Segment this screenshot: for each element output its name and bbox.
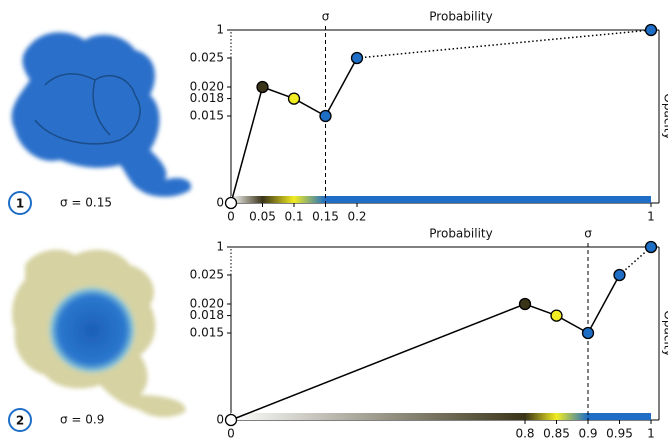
badge: 2: [16, 414, 24, 428]
sigma-label: σ: [584, 227, 592, 241]
y-tick-label: 1: [216, 240, 224, 254]
point: [320, 111, 331, 122]
line-break-segment: [620, 247, 652, 275]
y-tick-label: 0: [216, 196, 224, 210]
x-tick-label: 0.2: [347, 210, 366, 224]
caption: σ = 0.15: [60, 196, 112, 210]
point: [289, 93, 300, 104]
line: [231, 275, 620, 420]
caption: σ = 0.9: [60, 413, 104, 427]
y-axis-label: Opacity: [662, 310, 668, 356]
y-tick-label: 0.015: [190, 326, 224, 340]
x-tick-label: 0.9: [578, 427, 597, 441]
x-tick-label: 0.85: [543, 427, 570, 441]
y-tick-label: 0.015: [190, 109, 224, 123]
x-tick-label: 0.15: [312, 210, 339, 224]
y-axis-label: Opacity: [662, 93, 668, 139]
x-tick-label: 0.8: [515, 427, 534, 441]
y-tick-label: 0: [216, 413, 224, 427]
x-tick-label: 0: [227, 427, 235, 441]
colorbar: [231, 196, 651, 203]
point: [257, 82, 268, 93]
x-tick-label: 1: [647, 427, 655, 441]
line: [231, 58, 357, 203]
y-tick-label: 0.025: [190, 51, 224, 65]
y-tick-label: 0.020: [190, 297, 224, 311]
point: [352, 53, 363, 64]
y-tick-label: 1: [216, 23, 224, 37]
x-tick-label: 0: [227, 210, 235, 224]
figure: 00.0150.0180.0200.025100.050.10.150.21Pr…: [0, 0, 668, 441]
point: [520, 299, 531, 310]
point: [646, 25, 657, 36]
point: [614, 270, 625, 281]
point: [226, 198, 237, 209]
point: [583, 328, 594, 339]
x-axis-label: Probability: [429, 227, 492, 241]
x-tick-label: 0.95: [606, 427, 633, 441]
point: [551, 310, 562, 321]
point: [646, 242, 657, 253]
point: [226, 415, 237, 426]
x-tick-label: 1: [647, 210, 655, 224]
line-break-segment: [357, 30, 651, 58]
x-tick-label: 0.05: [249, 210, 276, 224]
render-1: [12, 32, 191, 196]
badge: 1: [16, 197, 24, 211]
render-2: [12, 250, 185, 417]
x-tick-label: 0.1: [284, 210, 303, 224]
sigma-label: σ: [322, 10, 330, 24]
y-tick-label: 0.025: [190, 268, 224, 282]
x-axis-label: Probability: [429, 10, 492, 24]
y-tick-label: 0.020: [190, 80, 224, 94]
